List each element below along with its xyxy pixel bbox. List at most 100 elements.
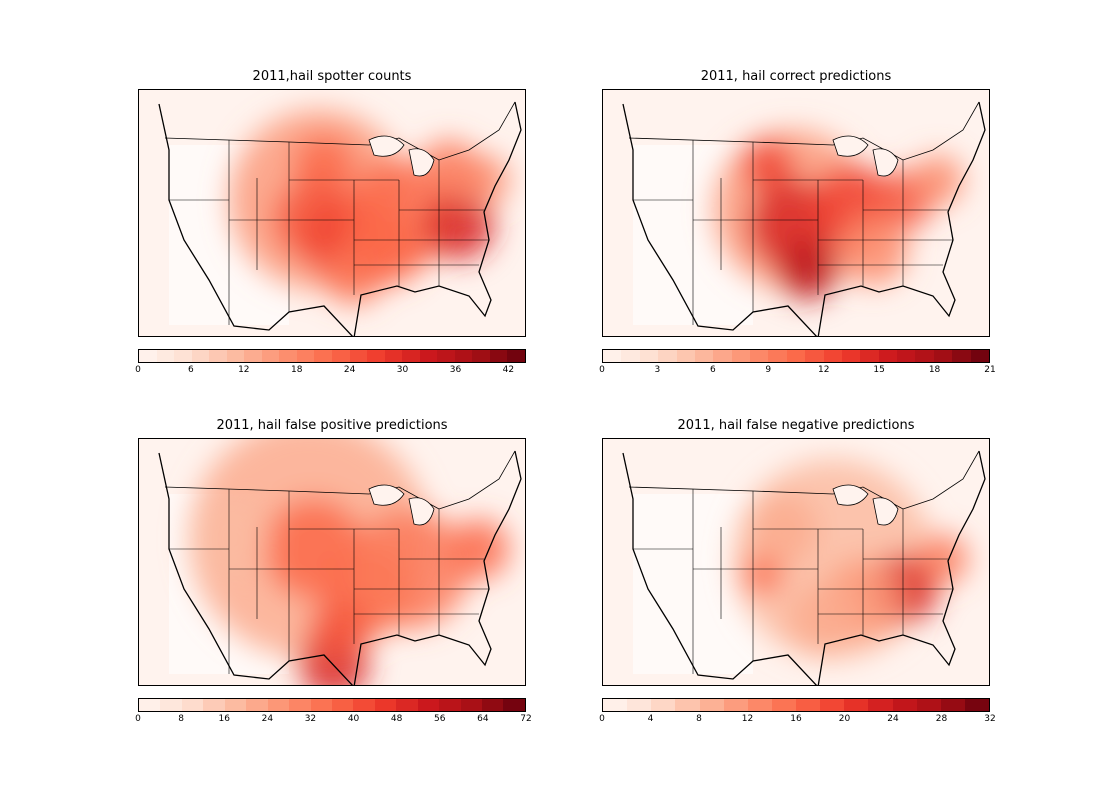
colorbar-tick-label: 6 xyxy=(709,365,716,375)
colorbar-tick-label: 18 xyxy=(290,365,303,375)
colorbar-level xyxy=(771,699,796,711)
colorbar-level xyxy=(374,699,397,711)
hotspot xyxy=(349,509,469,629)
colorbar-level xyxy=(419,350,438,362)
colorbar-level xyxy=(482,699,504,711)
coastline xyxy=(622,101,986,336)
colorbar-level xyxy=(310,699,332,711)
colorbar-tick-label: 28 xyxy=(935,714,948,724)
panel-title: 2011, hail false positive predictions xyxy=(216,418,448,433)
colorbar-level xyxy=(933,350,953,362)
great-lakes xyxy=(368,135,435,177)
colorbar-level xyxy=(472,350,490,362)
colorbar xyxy=(138,698,526,712)
colorbar-level xyxy=(246,699,268,711)
coastline xyxy=(622,450,986,685)
state-borders xyxy=(633,489,953,674)
colorbar-level xyxy=(786,350,806,362)
colorbar-level xyxy=(437,350,455,362)
colorbar-level xyxy=(823,350,842,362)
colorbar-tick-label: 3 xyxy=(654,365,661,375)
colorbar-tick-label: 12 xyxy=(238,365,250,375)
colorbar-tick-label: 8 xyxy=(178,714,184,724)
colorbar-level xyxy=(713,350,732,362)
colorbar-ticks: 0 6 12 18 24 30 36 42 xyxy=(135,365,526,379)
colorbar-tick-label: 20 xyxy=(838,714,851,724)
colorbar-level xyxy=(621,350,640,362)
panel-title: 2011, hail correct predictions xyxy=(700,69,892,84)
hotspot xyxy=(788,584,858,654)
colorbar-level xyxy=(675,699,700,711)
colorbar xyxy=(602,349,990,363)
colorbar-level xyxy=(916,699,941,711)
panel-title: 2011, hail false negative predictions xyxy=(677,418,915,433)
colorbar-level xyxy=(878,350,897,362)
colorbar-level xyxy=(603,699,628,711)
colorbar-tick-label: 4 xyxy=(647,714,654,724)
colorbar-level xyxy=(384,350,403,362)
colorbar-level xyxy=(694,350,714,362)
colorbar-level xyxy=(860,350,879,362)
colorbar-level xyxy=(439,699,461,711)
colorbar-ticks: 0 4 8 12 16 20 24 28 32 xyxy=(599,714,996,728)
panel-title: 2011,hail spotter counts xyxy=(252,69,412,84)
colorbar-level xyxy=(261,350,280,362)
heatmap-map xyxy=(138,89,526,337)
state-borders xyxy=(169,489,489,674)
hotspot xyxy=(913,155,963,205)
colorbar-level xyxy=(181,699,204,711)
colorbar-level xyxy=(267,699,290,711)
colorbar-level xyxy=(209,350,227,362)
colorbar-level xyxy=(723,699,748,711)
colorbar-level xyxy=(970,350,989,362)
colorbar-level xyxy=(279,350,297,362)
colorbar-tick-label: 16 xyxy=(790,714,802,724)
hotspot xyxy=(838,215,908,285)
colorbar-level xyxy=(747,699,772,711)
great-lakes xyxy=(832,135,899,177)
hotspot xyxy=(419,140,479,200)
colorbar-tick-label: 9 xyxy=(765,365,772,375)
colorbar-level xyxy=(952,350,971,362)
colorbar-tick-label: 8 xyxy=(696,714,702,724)
colorbar-tick-label: 16 xyxy=(218,714,230,724)
colorbar-tick-label: 12 xyxy=(741,714,754,724)
state-borders xyxy=(633,140,953,325)
colorbar-tick-label: 32 xyxy=(304,714,317,724)
colorbar-level xyxy=(396,699,418,711)
colorbar-level xyxy=(844,699,869,711)
colorbar-level xyxy=(244,350,262,362)
colorbar-tick-label: 18 xyxy=(928,365,941,375)
colorbar-level xyxy=(868,699,893,711)
colorbar-level xyxy=(460,699,482,711)
colorbar-level xyxy=(332,350,350,362)
colorbar-tick-label: 0 xyxy=(599,365,605,375)
colorbar-level xyxy=(417,699,440,711)
colorbar-ticks: 0 8 16 24 32 40 48 56 64 72 xyxy=(135,714,532,728)
colorbar-tick-label: 6 xyxy=(188,365,194,375)
colorbar-level xyxy=(353,699,375,711)
colorbar-level xyxy=(191,350,210,362)
colorbar-level xyxy=(296,350,315,362)
hotspot xyxy=(354,215,424,285)
colorbar-level xyxy=(699,699,724,711)
heatmap-map xyxy=(602,89,990,337)
colorbar-level xyxy=(203,699,225,711)
colorbar-ticks: 0 3 6 9 12 15 18 21 xyxy=(599,365,996,379)
colorbar-level xyxy=(658,350,677,362)
colorbar-level xyxy=(639,350,659,362)
heatmap-map xyxy=(138,438,526,686)
hotspot xyxy=(449,519,509,579)
colorbar-tick-label: 24 xyxy=(887,714,899,724)
colorbar-tick-label: 0 xyxy=(599,714,605,724)
colorbar-level xyxy=(651,699,676,711)
colorbar-tick-label: 42 xyxy=(502,365,515,375)
colorbar-level xyxy=(897,350,916,362)
colorbar-level xyxy=(139,350,157,362)
colorbar-level xyxy=(331,699,354,711)
colorbar-level xyxy=(805,350,824,362)
colorbar-level xyxy=(915,350,934,362)
colorbar-level xyxy=(402,350,420,362)
colorbar-tick-label: 36 xyxy=(449,365,462,375)
colorbar-tick-label: 40 xyxy=(347,714,360,724)
